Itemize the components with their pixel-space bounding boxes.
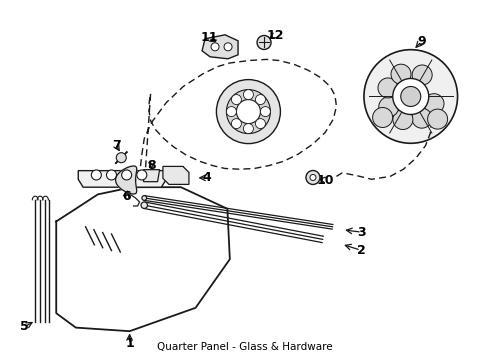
- Circle shape: [255, 95, 265, 104]
- Circle shape: [236, 100, 260, 123]
- Text: 2: 2: [356, 244, 365, 257]
- Circle shape: [211, 43, 219, 51]
- Circle shape: [390, 64, 410, 84]
- Text: 1: 1: [125, 337, 134, 350]
- Circle shape: [226, 90, 270, 134]
- Circle shape: [305, 171, 319, 184]
- Circle shape: [226, 107, 236, 117]
- Text: 11: 11: [200, 31, 218, 44]
- Text: Quarter Panel - Glass & Hardware: Quarter Panel - Glass & Hardware: [156, 342, 332, 352]
- Text: 9: 9: [416, 35, 425, 48]
- Circle shape: [137, 170, 146, 180]
- Circle shape: [243, 123, 253, 134]
- Circle shape: [116, 153, 126, 163]
- Circle shape: [224, 43, 232, 51]
- Circle shape: [423, 94, 443, 114]
- Circle shape: [142, 196, 146, 200]
- Polygon shape: [115, 166, 137, 194]
- Circle shape: [243, 90, 253, 100]
- Polygon shape: [78, 171, 166, 187]
- Circle shape: [257, 36, 270, 49]
- Circle shape: [427, 109, 447, 129]
- Circle shape: [411, 108, 431, 128]
- Text: 13: 13: [251, 124, 268, 137]
- Circle shape: [141, 202, 147, 208]
- Text: 8: 8: [147, 159, 156, 172]
- Text: 5: 5: [20, 320, 29, 333]
- Circle shape: [411, 65, 431, 85]
- Circle shape: [378, 97, 398, 117]
- Circle shape: [231, 95, 241, 104]
- Circle shape: [400, 86, 420, 107]
- Circle shape: [260, 107, 270, 117]
- Circle shape: [392, 109, 412, 130]
- Polygon shape: [163, 166, 188, 184]
- Polygon shape: [143, 170, 159, 182]
- Text: 12: 12: [265, 29, 283, 42]
- Circle shape: [255, 119, 265, 129]
- Circle shape: [363, 50, 457, 143]
- Circle shape: [392, 78, 428, 114]
- Circle shape: [372, 108, 392, 127]
- Text: 4: 4: [202, 171, 210, 184]
- Polygon shape: [202, 35, 238, 59]
- Text: 3: 3: [357, 226, 366, 239]
- Circle shape: [216, 80, 280, 144]
- Circle shape: [122, 170, 131, 180]
- Circle shape: [106, 170, 116, 180]
- Circle shape: [91, 170, 101, 180]
- Circle shape: [309, 175, 315, 180]
- Text: 7: 7: [112, 139, 121, 152]
- Circle shape: [377, 78, 397, 98]
- Text: 10: 10: [316, 174, 333, 186]
- Text: 6: 6: [122, 190, 130, 203]
- Circle shape: [231, 119, 241, 129]
